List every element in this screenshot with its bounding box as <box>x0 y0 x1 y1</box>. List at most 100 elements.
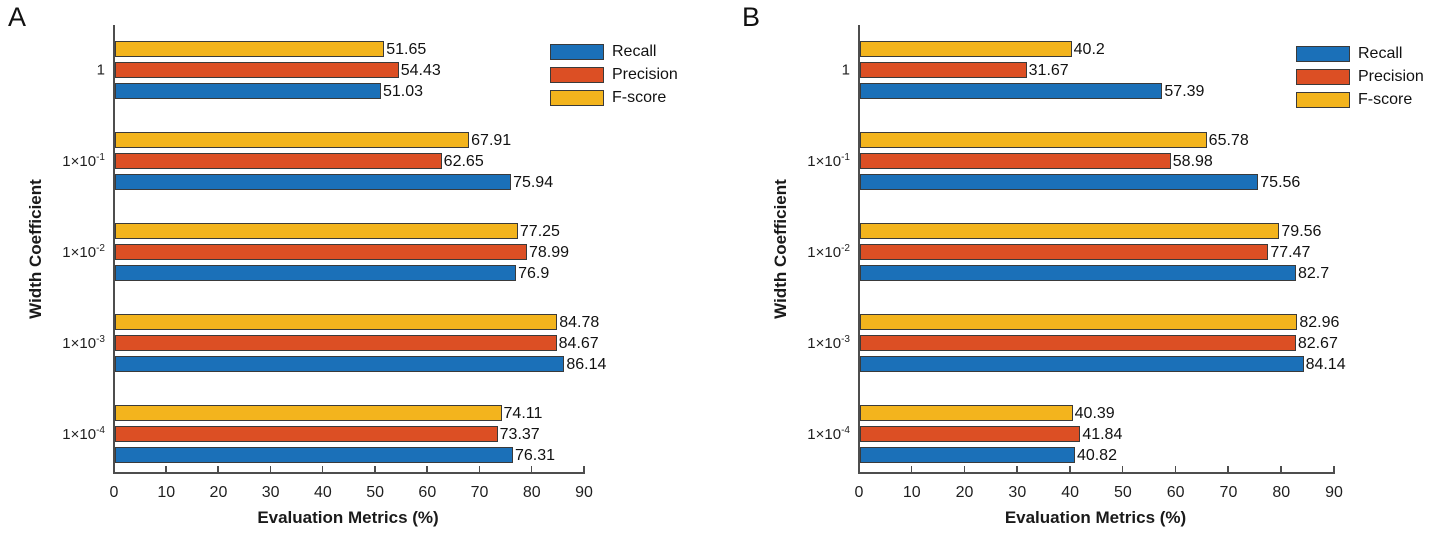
x-tick-mark <box>269 466 272 472</box>
bar-precision <box>859 62 1027 78</box>
bar-value-label: 54.43 <box>400 61 441 79</box>
x-tick-label: 70 <box>1219 484 1238 501</box>
bar-f-score <box>114 132 470 148</box>
y-tick-label: 1×10-1 <box>62 152 105 170</box>
x-tick-mark <box>963 466 966 472</box>
legend-label-recall: Recall <box>1358 44 1403 62</box>
legend-label-precision: Precision <box>612 65 678 83</box>
bar-recall <box>859 83 1163 99</box>
x-tick-label: 10 <box>157 484 176 501</box>
x-tick-mark <box>858 466 860 472</box>
x-tick-mark <box>910 466 913 472</box>
x-tick-label: 20 <box>955 484 974 501</box>
x-tick-label: 30 <box>261 484 280 501</box>
x-tick-label: 50 <box>1113 484 1132 501</box>
y-tick-label: 1×10-4 <box>62 425 105 443</box>
x-tick-label: 20 <box>209 484 228 501</box>
x-axis-line <box>858 472 1335 474</box>
y-axis-line <box>113 25 115 474</box>
x-axis-title-b: Evaluation Metrics (%) <box>1004 508 1187 527</box>
y-tick-label: 1×10-4 <box>807 425 850 443</box>
x-tick-label: 70 <box>470 484 489 501</box>
bar-precision <box>114 244 527 260</box>
bar-precision <box>114 153 442 169</box>
x-tick-label: 60 <box>418 484 437 501</box>
bar-recall <box>114 356 565 372</box>
bar-value-label: 78.99 <box>529 243 570 261</box>
bar-recall <box>114 174 512 190</box>
bar-precision <box>859 426 1081 442</box>
bar-f-score <box>859 314 1298 330</box>
bar-precision <box>114 62 399 78</box>
x-axis-line <box>113 472 585 474</box>
bar-value-label: 79.56 <box>1281 222 1322 240</box>
bar-value-label: 74.11 <box>503 404 543 422</box>
x-tick-mark <box>165 466 167 472</box>
bar-value-label: 65.78 <box>1208 131 1249 149</box>
x-tick-mark <box>1121 466 1124 472</box>
legend-swatch-precision <box>550 66 604 83</box>
y-tick-label: 1×10-2 <box>807 243 850 261</box>
bar-recall <box>114 447 513 463</box>
x-tick-label: 90 <box>575 484 593 501</box>
y-tick-label: 1×10-3 <box>807 334 850 352</box>
x-tick-mark <box>1016 466 1018 472</box>
x-tick-mark <box>217 466 219 472</box>
legend-label-f-score: F-score <box>612 88 667 106</box>
bar-precision <box>859 153 1171 169</box>
bar-value-label: 41.84 <box>1082 425 1123 443</box>
x-tick-mark <box>1227 466 1229 472</box>
bar-value-label: 62.65 <box>443 152 484 170</box>
bar-precision <box>859 335 1296 351</box>
legend-swatch-f-score <box>550 89 604 106</box>
bar-value-label: 75.94 <box>513 173 554 191</box>
bar-value-label: 58.98 <box>1172 152 1213 170</box>
bar-f-score <box>859 41 1072 57</box>
y-tick-label: 1×10-3 <box>62 334 105 352</box>
bar-value-label: 84.78 <box>559 313 600 331</box>
bar-recall <box>859 356 1304 372</box>
bar-value-label: 76.9 <box>518 264 550 282</box>
bar-value-label: 57.39 <box>1164 82 1205 100</box>
x-tick-label: 50 <box>366 484 385 501</box>
x-axis-title-a: Evaluation Metrics (%) <box>257 508 439 527</box>
y-axis-line <box>858 25 860 474</box>
bar-value-label: 31.67 <box>1028 61 1069 79</box>
x-tick-label: 40 <box>313 484 332 501</box>
bar-value-label: 84.14 <box>1305 355 1346 373</box>
bar-f-score <box>859 132 1207 148</box>
legend-label-precision: Precision <box>1358 67 1424 85</box>
legend-label-f-score: F-score <box>1358 90 1413 108</box>
legend-entry-f-score: F-score <box>550 89 666 106</box>
x-tick-mark <box>113 466 115 472</box>
legend-swatch-precision <box>1296 68 1350 85</box>
bar-recall <box>114 265 517 281</box>
legend-swatch-f-score <box>1296 91 1350 108</box>
bar-value-label: 84.67 <box>558 334 599 352</box>
legend-entry-recall: Recall <box>1296 45 1402 62</box>
bar-f-score <box>859 405 1073 421</box>
bar-value-label: 75.56 <box>1260 173 1301 191</box>
bar-recall <box>859 174 1259 190</box>
bar-precision <box>114 426 498 442</box>
bar-precision <box>859 244 1269 260</box>
y-tick-label: 1 <box>96 61 105 79</box>
x-tick-mark <box>583 466 585 472</box>
bar-precision <box>114 335 557 351</box>
legend-entry-f-score: F-score <box>1296 91 1412 108</box>
bar-value-label: 40.82 <box>1076 446 1117 464</box>
bar-value-label: 82.96 <box>1299 313 1340 331</box>
x-tick-mark <box>426 466 428 472</box>
x-tick-label: 10 <box>902 484 921 501</box>
x-tick-mark <box>1280 466 1282 472</box>
bar-value-label: 77.47 <box>1270 243 1311 261</box>
bar-f-score <box>114 405 502 421</box>
legend-entry-precision: Precision <box>1296 68 1424 85</box>
legend-swatch-recall <box>1296 45 1350 62</box>
y-tick-label: 1×10-2 <box>62 243 105 261</box>
bar-value-label: 82.7 <box>1297 264 1330 282</box>
x-tick-label: 80 <box>522 484 541 501</box>
y-tick-label: 1×10-1 <box>807 152 850 170</box>
panel-label-a: A <box>8 2 27 32</box>
bar-recall <box>114 83 381 99</box>
